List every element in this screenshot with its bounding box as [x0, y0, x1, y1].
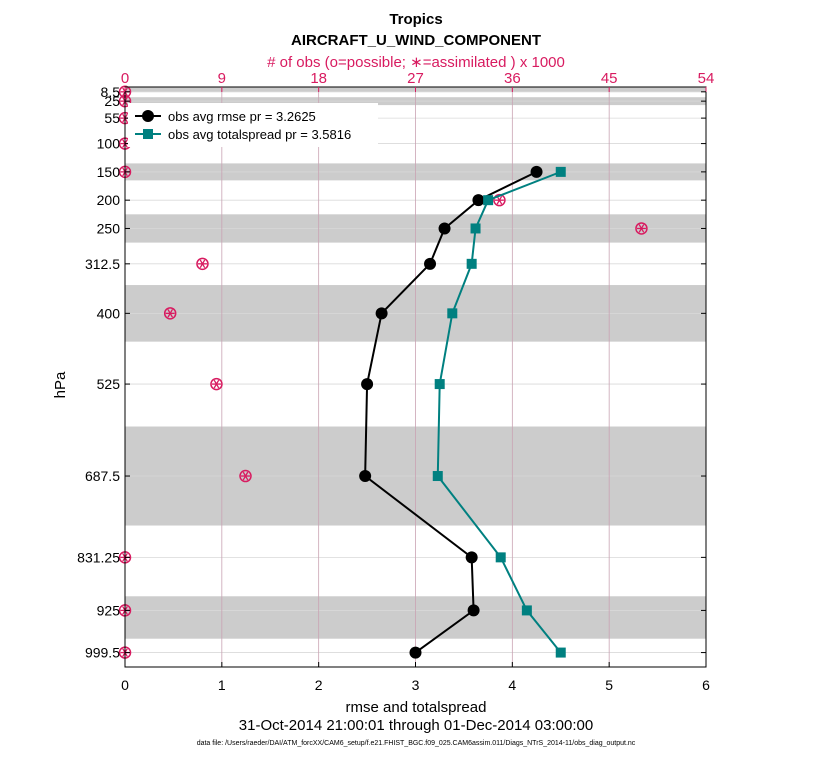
chart-subtitle: AIRCRAFT_U_WIND_COMPONENT: [291, 32, 541, 49]
y-tick-label-4: 150: [97, 164, 121, 180]
series-0-point-4: [375, 307, 388, 320]
obs-assimilated-marker-8: [165, 309, 175, 318]
top-tick-label-2: 18: [310, 70, 327, 87]
series-0-point-2: [438, 222, 451, 235]
y-tick-label-6: 250: [97, 220, 121, 236]
obs-possible-marker-9: [210, 377, 223, 391]
y-tick-label-3: 100: [97, 136, 121, 152]
series-0-point-0: [530, 165, 543, 178]
legend-spread-marker: [143, 129, 153, 139]
x-tick-label-4: 4: [508, 677, 516, 693]
top-tick-label-3: 27: [407, 70, 424, 87]
top-axis-label: # of obs (o=possible; ∗=assimilated ) x …: [267, 54, 565, 71]
x-tick-label-1: 1: [218, 677, 226, 693]
series-0-point-5: [361, 378, 374, 391]
y-tick-label-11: 831.25: [77, 549, 120, 565]
data-file-note: data file: /Users/raeder/DAI/ATM_forcXX/…: [197, 740, 636, 747]
obs-possible-marker-5: [493, 193, 506, 207]
chart-title: Tropics: [389, 11, 442, 28]
x-tick-label-5: 5: [605, 677, 613, 693]
y-tick-label-13: 999.5: [85, 645, 120, 661]
y-tick-label-0: 8.5: [101, 84, 121, 100]
series-0-point-7: [465, 551, 478, 564]
series-line-0: [364, 170, 537, 654]
series-1-point-5: [434, 379, 445, 390]
series-1-point-4: [447, 308, 458, 319]
obs-assimilated-marker-6: [636, 224, 646, 233]
y-tick-label-1: 25: [104, 93, 120, 109]
series-0-point-3: [424, 257, 437, 270]
obs-possible-marker-7: [196, 257, 209, 271]
y-tick-label-12: 925: [97, 602, 121, 618]
series-layer: [359, 165, 566, 659]
y-tick-label-7: 312.5: [85, 256, 120, 272]
obs-assimilated-marker-9: [211, 379, 221, 389]
y-tick-label-9: 525: [97, 376, 121, 392]
date-range: 31-Oct-2014 21:00:01 through 01-Dec-2014…: [239, 717, 593, 734]
series-1-point-9: [555, 647, 566, 658]
series-line-1: [436, 170, 562, 654]
legend-box: [128, 103, 378, 147]
series-1-point-1: [483, 195, 494, 206]
top-tick-label-6: 54: [698, 70, 715, 87]
y-tick-label-10: 687.5: [85, 468, 120, 484]
obs-possible-marker-6: [635, 222, 648, 235]
series-0-point-6: [359, 470, 372, 483]
x-tick-label-6: 6: [702, 677, 710, 693]
legend-spread-label: obs avg totalspread pr = 3.5816: [168, 127, 351, 142]
top-tick-label-4: 36: [504, 70, 521, 87]
x-tick-label-3: 3: [412, 677, 420, 693]
series-1-point-2: [470, 223, 481, 234]
obs-assimilated-marker-5: [494, 195, 504, 205]
series-1-point-3: [466, 258, 477, 269]
legend: obs avg rmse pr = 3.2625 obs avg totalsp…: [128, 103, 378, 147]
obs-assimilated-marker-7: [197, 259, 207, 269]
obs-possible-marker-8: [163, 307, 177, 320]
series-0-point-1: [472, 194, 485, 207]
series-1-point-0: [555, 166, 566, 177]
top-tick-label-5: 45: [601, 70, 618, 87]
series-1-point-8: [521, 605, 532, 616]
legend-rmse-label: obs avg rmse pr = 3.2625: [168, 109, 316, 124]
series-1-point-7: [495, 552, 506, 563]
x-tick-label-2: 2: [315, 677, 323, 693]
top-tick-label-0: 0: [121, 70, 129, 87]
legend-rmse-marker: [142, 110, 154, 122]
axis-ticks: 0 1 2 3 4 5 60 9 18 27 36 45 548.5255510015020025031…: [77, 70, 714, 693]
series-0-point-9: [409, 646, 422, 659]
y-tick-label-5: 200: [97, 192, 121, 208]
y-axis-label: hPa: [52, 371, 69, 398]
y-tick-label-8: 400: [97, 305, 121, 321]
obs-possible-marker-10: [239, 469, 252, 483]
top-tick-label-1: 9: [218, 70, 226, 87]
series-0-point-8: [467, 604, 480, 617]
x-axis-label: rmse and totalspread: [346, 699, 487, 716]
obs-assimilated-marker-10: [241, 471, 251, 481]
series-1-point-6: [432, 471, 443, 482]
x-tick-label-0: 0: [121, 677, 129, 693]
y-tick-label-2: 55: [104, 110, 120, 126]
